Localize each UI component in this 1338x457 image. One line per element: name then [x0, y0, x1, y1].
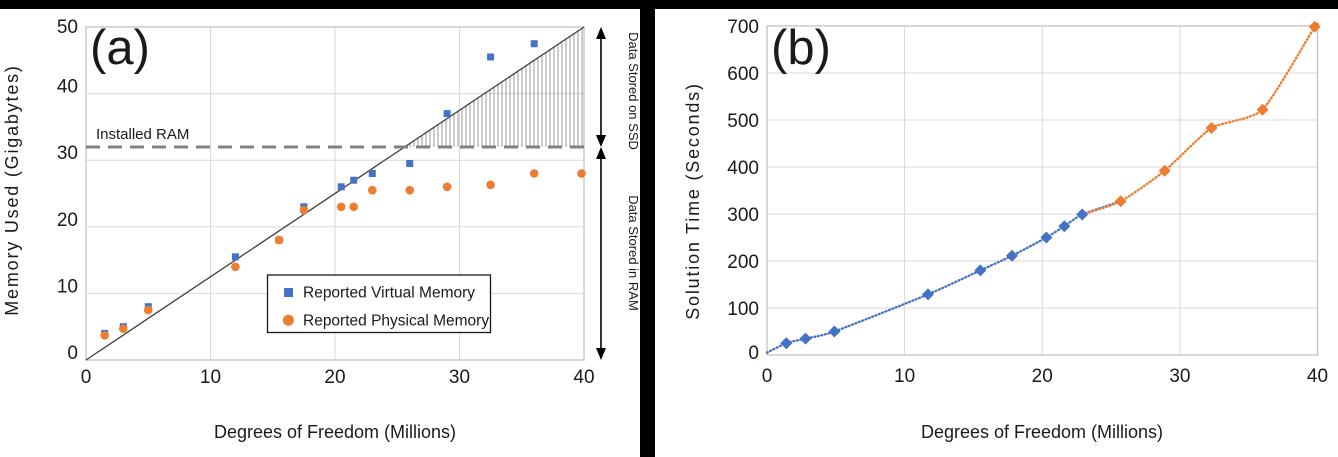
svg-text:40: 40 [573, 367, 594, 388]
svg-text:40: 40 [1307, 366, 1328, 387]
svg-text:Degrees of Freedom (Millions): Degrees of Freedom (Millions) [214, 422, 456, 442]
svg-text:0: 0 [762, 366, 773, 387]
svg-text:30: 30 [449, 367, 470, 388]
svg-text:50: 50 [57, 17, 78, 38]
svg-text:20: 20 [324, 367, 345, 388]
svg-text:20: 20 [57, 210, 78, 231]
svg-text:(b): (b) [771, 21, 831, 75]
svg-text:(a): (a) [90, 21, 150, 75]
svg-text:600: 600 [727, 64, 759, 85]
svg-text:700: 700 [727, 17, 759, 38]
svg-text:Data Stored in RAM: Data Stored in RAM [626, 195, 640, 311]
svg-text:Installed RAM: Installed RAM [96, 126, 189, 143]
svg-text:10: 10 [200, 367, 221, 388]
svg-text:30: 30 [1169, 366, 1190, 387]
svg-text:0: 0 [81, 367, 92, 388]
svg-text:200: 200 [727, 252, 759, 273]
svg-text:Data Stored on SSD: Data Stored on SSD [626, 32, 640, 150]
svg-text:100: 100 [727, 299, 759, 320]
svg-text:10: 10 [894, 366, 915, 387]
svg-text:Reported Physical Memory: Reported Physical Memory [303, 313, 489, 330]
svg-text:400: 400 [727, 158, 759, 179]
svg-text:500: 500 [727, 111, 759, 132]
svg-text:40: 40 [57, 77, 78, 98]
svg-text:Solution Time (Seconds): Solution Time (Seconds) [683, 82, 703, 320]
svg-text:0: 0 [67, 343, 78, 364]
svg-text:Degrees of Freedom (Millions): Degrees of Freedom (Millions) [921, 422, 1163, 442]
svg-text:300: 300 [727, 205, 759, 226]
svg-text:Memory Used (Gigabytes): Memory Used (Gigabytes) [2, 64, 22, 315]
svg-text:30: 30 [57, 143, 78, 164]
svg-text:10: 10 [57, 276, 78, 297]
svg-text:0: 0 [748, 343, 759, 364]
svg-text:Reported Virtual Memory: Reported Virtual Memory [303, 285, 475, 302]
svg-text:20: 20 [1032, 366, 1053, 387]
